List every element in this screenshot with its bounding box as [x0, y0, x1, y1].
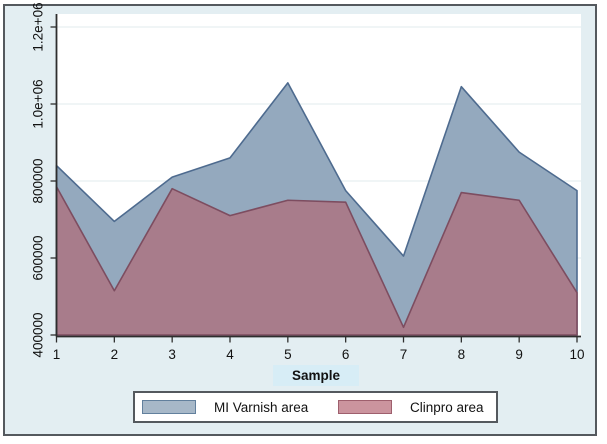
x-tick-label: 8	[458, 347, 466, 362]
y-tick-label: 400000	[31, 312, 46, 357]
legend-item-clinpro: Clinpro area	[338, 393, 484, 421]
legend-item-mi-varnish: MI Varnish area	[142, 393, 308, 421]
x-tick-label: 10	[569, 347, 584, 362]
area-series-clinpro	[55, 185, 578, 336]
x-tick-label: 4	[226, 347, 234, 362]
x-tick-label: 2	[111, 347, 119, 362]
x-axis-title: Sample	[291, 368, 341, 383]
x-tick-label: 1	[53, 347, 61, 362]
x-tick-label: 5	[284, 347, 292, 362]
x-tick-label: 9	[515, 347, 523, 362]
y-tick-label: 600000	[31, 235, 46, 280]
x-tick-label: 3	[168, 347, 176, 362]
legend-label-clinpro: Clinpro area	[410, 399, 484, 415]
legend: MI Varnish area Clinpro area	[133, 391, 498, 423]
x-tick-label: 6	[342, 347, 350, 362]
x-axis-title-highlight: Sample	[273, 365, 359, 386]
y-tick-label: 800000	[31, 158, 46, 203]
mi-varnish-swatch-icon	[142, 400, 196, 414]
x-tick-label: 7	[400, 347, 408, 362]
y-tick-label: 1.2e+06	[31, 2, 46, 51]
y-tick-label: 1.0e+06	[31, 79, 46, 128]
legend-label-mi-varnish: MI Varnish area	[214, 399, 309, 415]
clinpro-swatch-icon	[338, 400, 392, 414]
